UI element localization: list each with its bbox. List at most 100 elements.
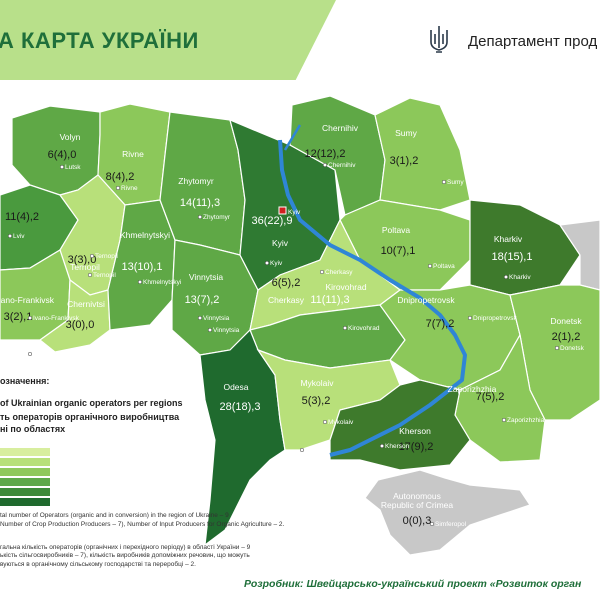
city-label: Kirovohrad — [348, 325, 380, 332]
region-name-label: Mykolaiv — [300, 378, 334, 388]
region-name-label: Dnipropetrovsk — [397, 295, 455, 305]
legend-swatch — [0, 468, 50, 476]
legend-header: означення: — [0, 376, 50, 386]
desna-river — [283, 124, 302, 151]
region-name-label: Rivne — [122, 149, 144, 159]
region-value-label: 14(11),3 — [180, 197, 220, 209]
region-crimea[interactable] — [364, 469, 531, 556]
footnote-4: ькість сільгосвиробників – 7), кількість… — [0, 552, 250, 559]
region-name-label: Zaporizhzhia — [448, 384, 497, 394]
region-name-label: Poltava — [382, 225, 411, 235]
city-label: Zaporizhzhia — [507, 417, 545, 424]
region-sumy[interactable] — [374, 97, 471, 211]
region-value-label: 10(7),1 — [381, 245, 416, 257]
city-label: Rivne — [121, 185, 138, 192]
region-value-label: 6(4),0 — [48, 149, 77, 161]
region-name-label: Zhytomyr — [178, 176, 214, 186]
region-value-label: 3(1),2 — [390, 155, 419, 167]
region-value-label: 11(4),2 — [5, 211, 39, 223]
city-label: Dnipropetrovsk — [473, 315, 517, 322]
city-dot-icon — [503, 274, 509, 280]
region-name-label: Kirovohrad — [325, 282, 366, 292]
region-name-label: Kharkiv — [494, 234, 523, 244]
city-dot-icon — [429, 521, 435, 527]
city-label: Cherkasy — [325, 269, 353, 276]
city-label: Chernihiv — [328, 162, 356, 169]
region-odesa[interactable] — [199, 328, 286, 547]
region-name-label: Volyn — [60, 132, 81, 142]
city-dot-icon — [27, 315, 33, 321]
dnipro-river — [278, 139, 467, 457]
city-label: Khmelnytskyi — [143, 279, 181, 286]
legend-line-1: of Ukrainian organic operators per regio… — [0, 398, 183, 408]
region-value-label: 5(3),2 — [302, 395, 331, 407]
city-dot-icon — [501, 417, 507, 423]
city-label: Lutsk — [65, 164, 81, 171]
city-dot-icon — [467, 315, 473, 321]
city-label: Simferopol — [435, 521, 467, 528]
city-label: Donetsk — [560, 345, 585, 352]
city-label: Kharkiv — [509, 274, 531, 281]
footnote-5: вуються в органічному сільському господа… — [0, 561, 196, 568]
region-value-label: 0(0),3 — [403, 515, 432, 527]
city-dot-icon — [322, 419, 328, 425]
city-dot-icon — [87, 272, 93, 278]
city-label: Kyiv — [270, 260, 283, 267]
legend-swatch — [0, 458, 50, 466]
city-dot-icon — [27, 351, 33, 357]
legend-swatch — [0, 498, 50, 506]
city-dot-icon — [197, 214, 203, 220]
trident-emblem-icon — [430, 26, 448, 53]
region-value-label: 7(7),2 — [426, 318, 455, 330]
city-dot-icon — [197, 315, 203, 321]
city-dot-icon — [299, 447, 305, 453]
city-label: Ternopil — [95, 253, 118, 260]
city-dot-icon — [342, 325, 348, 331]
city-label: Zhytomyr — [203, 214, 231, 221]
city-label: Sumy — [447, 179, 464, 186]
city-dot-icon — [554, 345, 560, 351]
legend-swatch — [0, 448, 50, 456]
region-value-label: 3(2),1 — [4, 311, 33, 323]
region-value-label: 13(10),1 — [122, 261, 163, 273]
city-label: Ternopil — [93, 272, 116, 279]
region-name-label: Autonomous — [393, 491, 441, 501]
city-dot-icon — [427, 263, 433, 269]
region-value-label: 3(3),0 — [68, 254, 97, 266]
legend-line-3: ні по областях — [0, 424, 66, 434]
region-name-label: Kherson — [399, 426, 431, 436]
city-label: Ivano-Frankivsk — [33, 315, 80, 322]
legend-swatch — [0, 478, 50, 486]
region-name-label: Khmelnytskyi — [120, 230, 170, 240]
city-label: Kyiv — [288, 209, 301, 216]
ukraine-map: Volyn 6(4),0 Rivne 8(4),2 Zhytomyr 14(11),3 Ch… — [0, 95, 600, 556]
city-dot-icon — [322, 162, 328, 168]
city-dot-icon — [264, 260, 270, 266]
region-name-label: Odesa — [223, 382, 248, 392]
region-value-label: 28(18),3 — [220, 401, 261, 413]
city-label: Lviv — [13, 233, 25, 240]
capital-star-icon — [278, 206, 287, 215]
footnote-3: гальна кількість операторів (органічних … — [0, 544, 251, 551]
title-banner — [0, 0, 336, 80]
legend-swatch — [0, 488, 50, 496]
city-label: Mykolaiv — [328, 419, 354, 426]
city-label: Kherson — [385, 443, 410, 450]
city-dot-icon — [59, 164, 65, 170]
city-dot-icon — [115, 185, 121, 191]
region-name-label: Ivano-Frankivsk — [0, 295, 55, 305]
footnote-2: Number of Crop Production Producers – 7)… — [0, 521, 285, 528]
footnote-1: tal number of Operators (organic and in … — [0, 512, 229, 519]
city-label: Vinnytsia — [213, 327, 240, 334]
region-value-label: 11(11),3 — [310, 294, 349, 306]
region-value-label: 7(5),2 — [476, 391, 505, 403]
region-value-label: 18(15),1 — [492, 251, 533, 263]
region-value-label: 6(5),2 — [272, 277, 301, 289]
city-dot-icon — [137, 279, 143, 285]
city-label: Odesa — [305, 447, 325, 454]
department-label: Департамент прод — [468, 33, 598, 50]
region-name-label: Sumy — [395, 128, 417, 138]
city-dot-icon — [7, 233, 13, 239]
developer-credit: Розробник: Швейцарсько-український проек… — [244, 578, 582, 590]
page-title: А КАРТА УКРАЇНИ — [0, 28, 199, 53]
